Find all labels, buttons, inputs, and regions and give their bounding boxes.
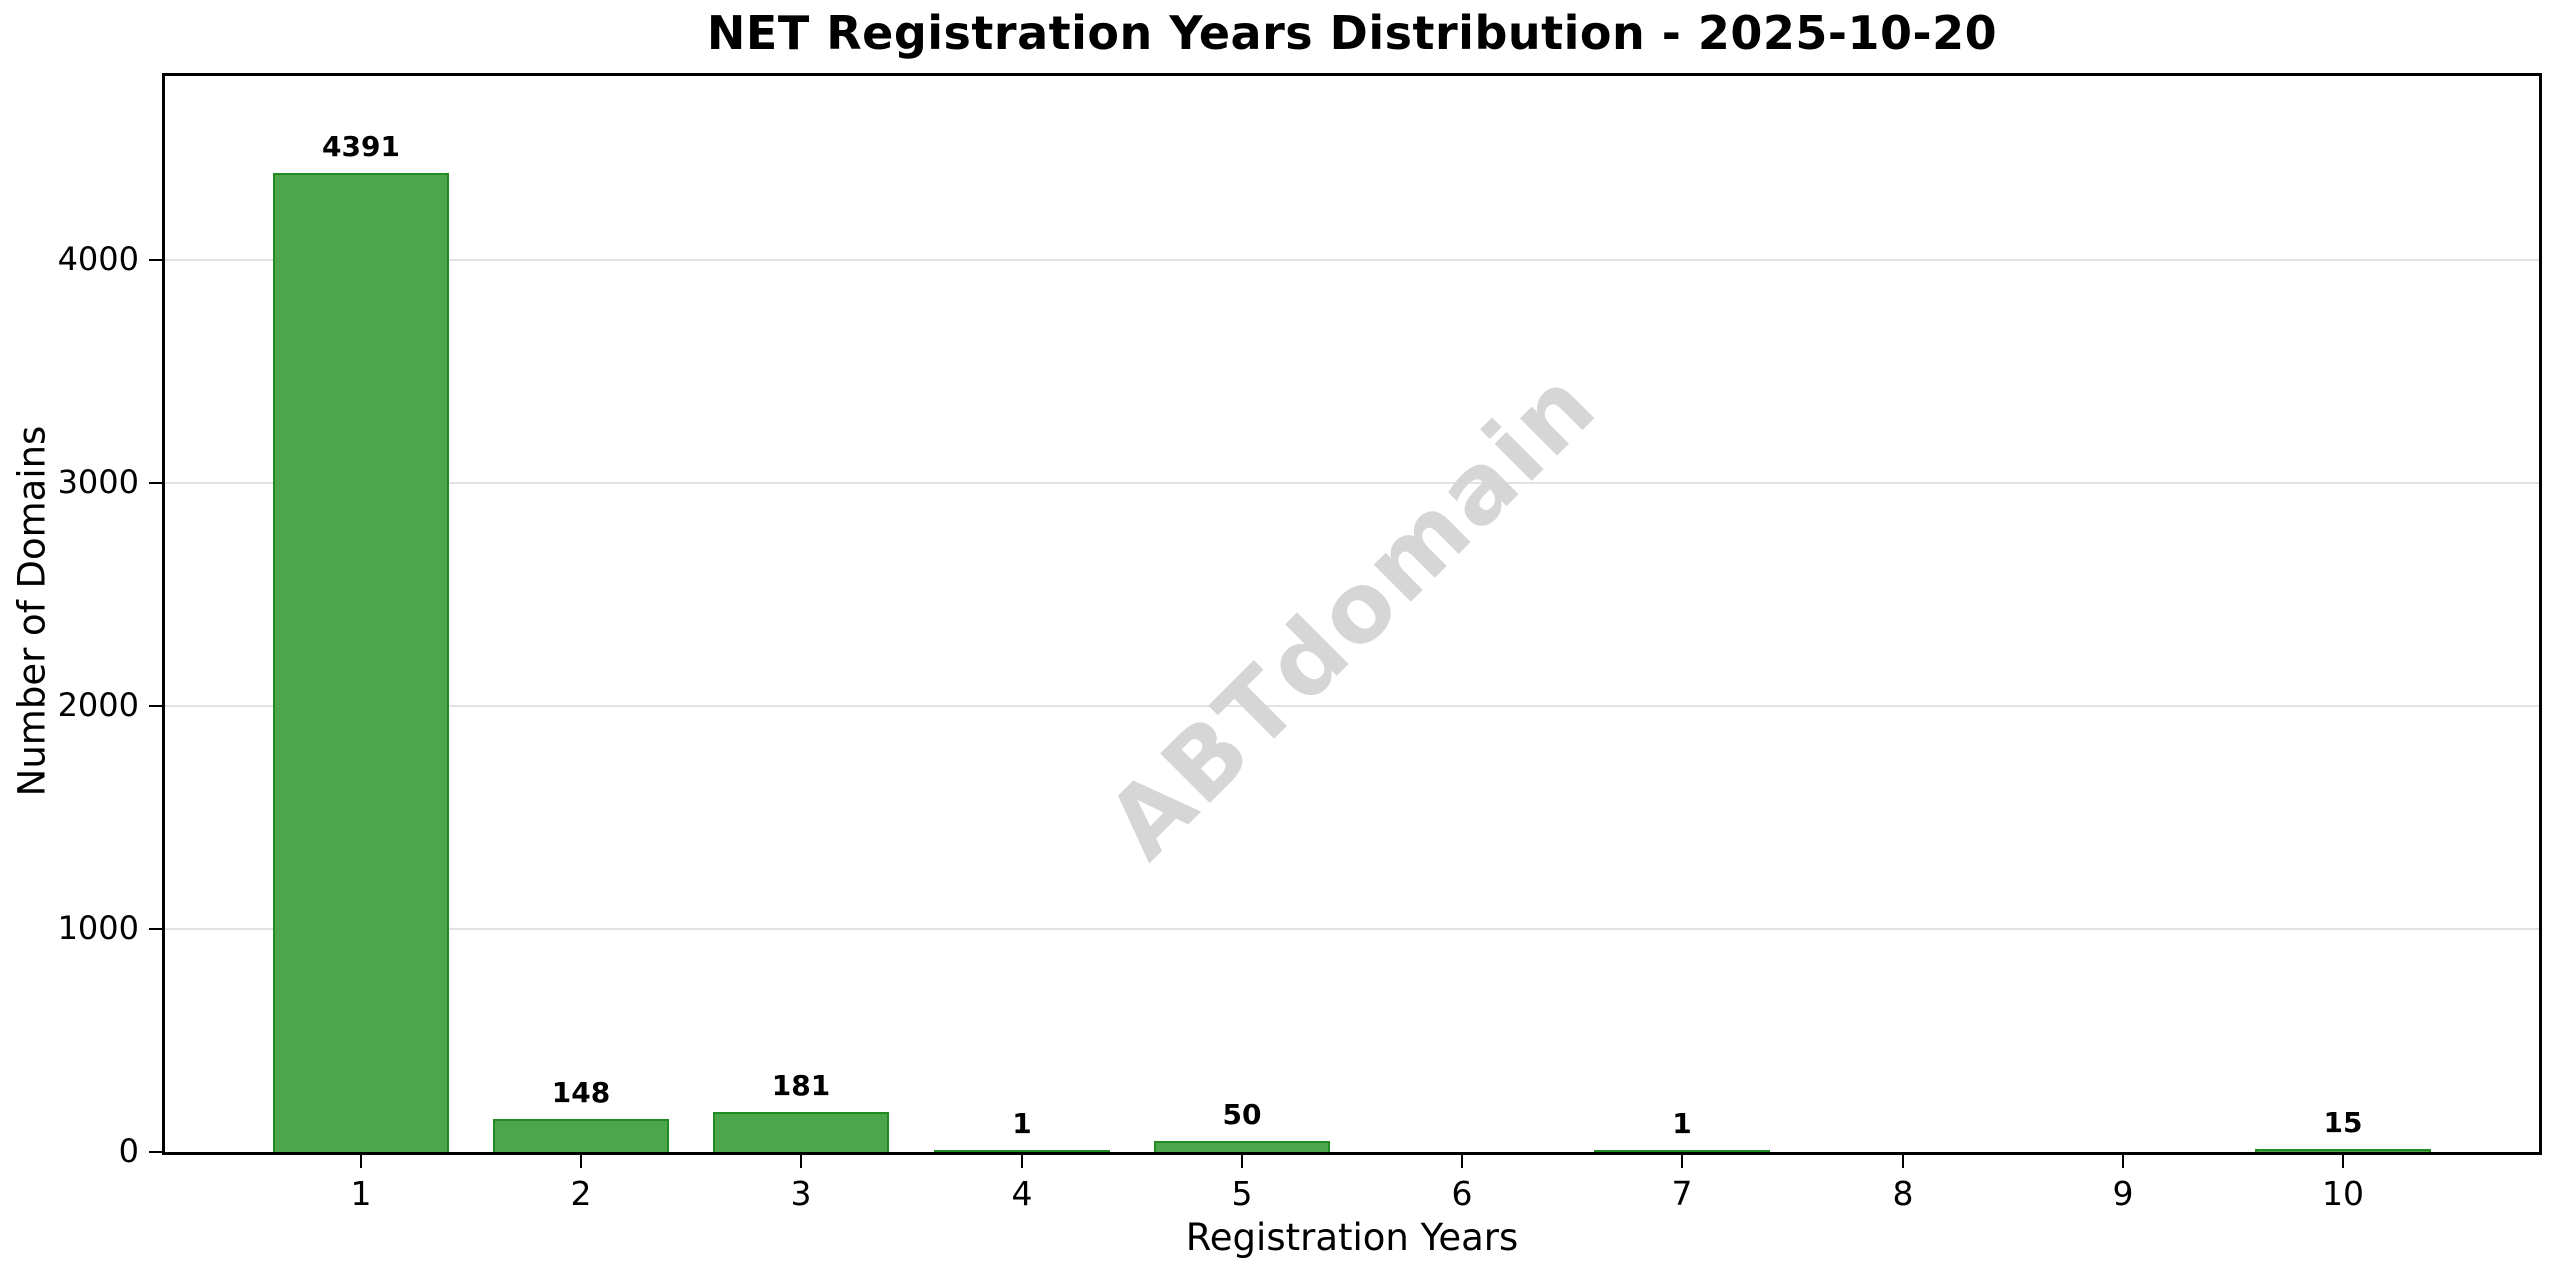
x-tick-mark-4 — [1021, 1155, 1023, 1168]
bar-value-label-year-1: 4391 — [322, 130, 400, 163]
bar-value-label-year-10: 15 — [2323, 1106, 2363, 1139]
watermark-text: ABTdomain — [1085, 347, 1619, 881]
bar-year-2 — [493, 1119, 669, 1152]
x-tick-mark-2 — [580, 1155, 582, 1168]
y-tick-label-2000: 2000 — [57, 686, 139, 724]
gridline-y-1000 — [165, 927, 2539, 930]
y-tick-label-4000: 4000 — [57, 240, 139, 278]
x-tick-mark-1 — [360, 1155, 362, 1168]
x-tick-label-5: 5 — [1231, 1174, 1253, 1213]
bar-year-7 — [1594, 1150, 1770, 1152]
x-tick-mark-10 — [2342, 1155, 2344, 1168]
y-tick-mark-2000 — [149, 705, 162, 707]
x-tick-label-8: 8 — [1892, 1174, 1914, 1213]
x-tick-label-7: 7 — [1671, 1174, 1693, 1213]
bar-year-10 — [2255, 1149, 2431, 1152]
x-tick-label-4: 4 — [1011, 1174, 1033, 1213]
bar-value-label-year-7: 1 — [1672, 1107, 1692, 1140]
gridline-y-4000 — [165, 258, 2539, 261]
y-tick-label-0: 0 — [118, 1132, 139, 1170]
plot-area: ABTdomain 4391 148 181 1 50 1 15 — [162, 73, 2542, 1155]
bar-value-label-year-2: 148 — [551, 1076, 611, 1109]
y-tick-mark-0 — [149, 1151, 162, 1153]
bar-year-4 — [934, 1150, 1110, 1152]
bar-year-3 — [713, 1112, 889, 1152]
bar-year-1 — [273, 173, 449, 1152]
y-tick-label-3000: 3000 — [57, 463, 139, 501]
bar-value-label-year-5: 50 — [1222, 1098, 1262, 1131]
x-tick-label-6: 6 — [1451, 1174, 1473, 1213]
x-tick-label-2: 2 — [570, 1174, 592, 1213]
chart-title: NET Registration Years Distribution - 20… — [706, 6, 1998, 60]
y-axis-title: Number of Domains — [10, 425, 54, 797]
y-tick-label-1000: 1000 — [57, 909, 139, 947]
gridline-y-2000 — [165, 704, 2539, 707]
x-tick-mark-6 — [1461, 1155, 1463, 1168]
bar-value-label-year-3: 181 — [771, 1069, 831, 1102]
x-tick-label-10: 10 — [2322, 1174, 2364, 1213]
x-axis-title: Registration Years — [1185, 1216, 1519, 1259]
gridline-y-3000 — [165, 481, 2539, 484]
y-tick-mark-1000 — [149, 928, 162, 930]
x-tick-mark-3 — [800, 1155, 802, 1168]
x-tick-mark-5 — [1241, 1155, 1243, 1168]
y-tick-mark-3000 — [149, 482, 162, 484]
y-tick-mark-4000 — [149, 259, 162, 261]
x-tick-mark-8 — [1902, 1155, 1904, 1168]
x-tick-label-1: 1 — [350, 1174, 372, 1213]
x-tick-mark-9 — [2122, 1155, 2124, 1168]
bar-value-label-year-4: 1 — [1012, 1107, 1032, 1140]
x-tick-label-9: 9 — [2112, 1174, 2134, 1213]
bar-year-5 — [1154, 1141, 1330, 1152]
x-tick-mark-7 — [1681, 1155, 1683, 1168]
x-tick-label-3: 3 — [790, 1174, 812, 1213]
